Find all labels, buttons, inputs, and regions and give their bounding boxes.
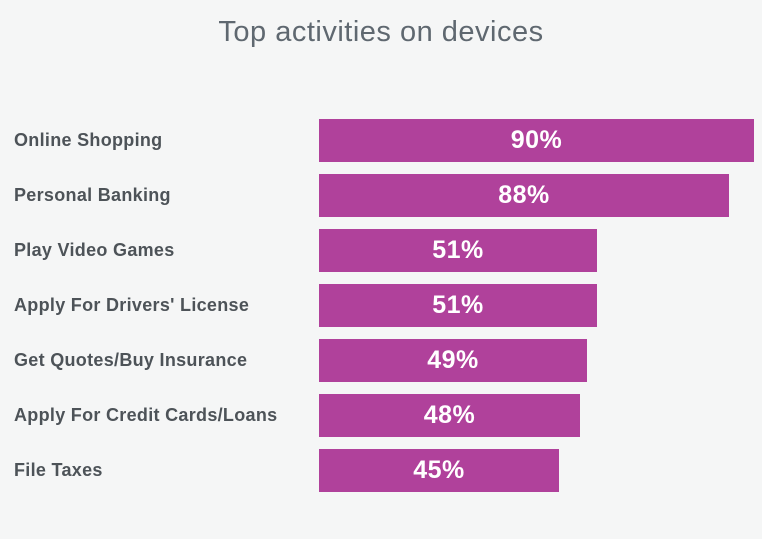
category-label: Personal Banking — [14, 185, 171, 206]
bar-value-label: 45% — [413, 456, 465, 485]
bar: 90% — [319, 119, 754, 163]
category-label: Apply For Drivers' License — [14, 295, 250, 316]
category-label: Online Shopping — [14, 130, 163, 151]
bar-value-label: 51% — [432, 291, 484, 320]
bar: 51% — [319, 229, 597, 273]
chart-row: Online Shopping 90% — [0, 119, 762, 163]
bar-value-label: 49% — [427, 346, 479, 375]
chart-row: File Taxes 45% — [0, 449, 762, 493]
category-label: Get Quotes/Buy Insurance — [14, 350, 248, 371]
bar: 88% — [319, 174, 729, 218]
bar-value-label: 51% — [432, 236, 484, 265]
bar: 51% — [319, 284, 597, 328]
bar-value-label: 48% — [423, 401, 476, 430]
chart-row: Get Quotes/Buy Insurance 49% — [0, 339, 762, 383]
bar-value-label: 88% — [498, 181, 550, 210]
bar-chart: Online Shopping 90% Personal Banking 88% Pla… — [0, 119, 762, 493]
bar: 48% — [319, 394, 580, 438]
chart-row: Apply For Credit Cards/Loans 48% — [0, 394, 762, 438]
category-label: Play Video Games — [14, 240, 175, 261]
bar-value-label: 90% — [510, 126, 563, 155]
bar: 45% — [319, 449, 559, 493]
page-title: Top activities on devices — [218, 16, 544, 48]
chart-row: Play Video Games 51% — [0, 229, 762, 273]
bar: 49% — [319, 339, 587, 383]
chart-row: Apply For Drivers' License 51% — [0, 284, 762, 328]
category-label: File Taxes — [14, 460, 103, 481]
chart-row: Personal Banking 88% — [0, 174, 762, 218]
category-label: Apply For Credit Cards/Loans — [14, 405, 278, 426]
